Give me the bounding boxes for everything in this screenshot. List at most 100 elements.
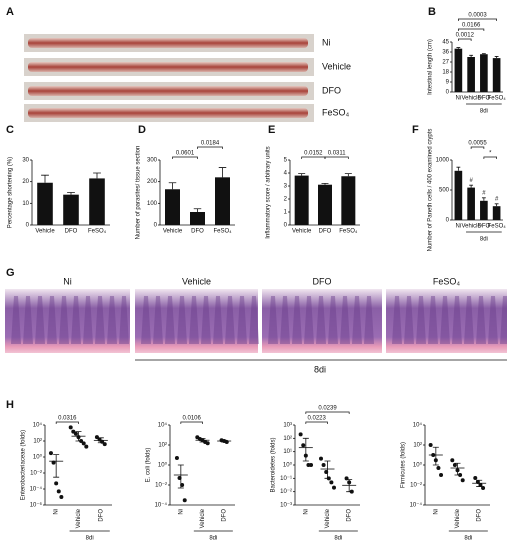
error-bar: [321, 183, 329, 185]
x-tick-label: DFO: [65, 229, 78, 235]
y-axis-label: Inflammatory score / arbitrary units: [266, 146, 272, 238]
significance-bracket: [180, 421, 203, 424]
significance-bracket: [483, 156, 497, 159]
bar: [492, 206, 501, 220]
panel-label: B: [428, 6, 436, 18]
y-tick-label: 1: [284, 210, 288, 216]
intestine: [28, 38, 308, 48]
significance-bracket: [197, 146, 223, 149]
p-value: 0.0601: [176, 151, 195, 157]
villus: [249, 296, 259, 344]
y-tick-label: 2: [284, 197, 288, 203]
photo-label: DFO: [322, 85, 341, 95]
villus: [316, 296, 326, 344]
villus: [328, 296, 338, 344]
error-bar: [481, 53, 486, 55]
error-bar: [344, 173, 352, 177]
error-bar: [302, 437, 309, 462]
panel-label: A: [6, 6, 14, 18]
y-axis-label: E. coli (folds): [146, 448, 152, 483]
photo-label: Vehicle: [182, 276, 211, 286]
y-tick-label: 200: [147, 179, 158, 185]
point: [473, 476, 478, 481]
y-axis-label: Firmicutes (folds): [401, 442, 407, 488]
histology-image: [5, 289, 130, 353]
bar: [89, 178, 105, 225]
photo-label: DFO: [313, 276, 332, 286]
error-bar: [97, 437, 104, 444]
y-tick-label: 10: [22, 201, 29, 207]
y-tick-label: 10⁻³: [280, 503, 292, 509]
y-tick-label: 10⁰: [33, 454, 43, 461]
photo-label: FeSO₄: [322, 107, 350, 117]
villus: [35, 296, 45, 344]
significance-marker: #: [482, 190, 486, 196]
y-tick-label: 100: [147, 201, 158, 207]
group-label: 8di: [480, 237, 488, 243]
panel-label: D: [138, 124, 146, 136]
x-tick-label: Vehicle: [200, 508, 206, 528]
villus: [153, 296, 163, 344]
x-tick-label: Vehicle: [461, 96, 481, 102]
significance-bracket: [458, 38, 472, 41]
villus: [177, 296, 187, 344]
villus: [352, 296, 362, 344]
y-tick-label: 4: [284, 171, 288, 177]
y-tick-label: 0: [446, 90, 450, 96]
y-tick-label: 0: [446, 218, 450, 224]
villus: [292, 296, 302, 344]
villus: [428, 296, 438, 344]
bar: [341, 176, 356, 225]
significance-marker: #: [495, 196, 499, 202]
bar: [63, 194, 79, 225]
y-tick-label: 10⁻²: [280, 489, 292, 495]
y-axis-label: Enterobacteriaceae (folds): [21, 430, 27, 500]
group-label: 8di: [480, 109, 488, 115]
group-label: 8di: [314, 364, 326, 374]
intestine: [28, 108, 308, 118]
x-tick-label: Vehicle: [292, 229, 312, 235]
bar: [37, 182, 53, 225]
point: [301, 443, 306, 448]
y-tick-label: 10⁻²: [410, 483, 422, 489]
point: [48, 451, 53, 456]
villus: [59, 296, 69, 344]
photo-label: Vehicle: [322, 61, 351, 71]
y-tick-label: 9: [446, 80, 450, 86]
p-value: 0.0012: [456, 33, 475, 39]
villus: [304, 296, 314, 344]
villus: [95, 296, 105, 344]
villus: [11, 296, 21, 344]
y-tick-label: 10⁻²: [155, 483, 167, 489]
bar: [190, 212, 205, 225]
x-tick-label: Ni: [433, 509, 439, 515]
villus: [340, 296, 350, 344]
point: [309, 463, 314, 467]
point: [182, 498, 187, 503]
bar: [454, 48, 463, 92]
p-value: *: [489, 151, 492, 157]
villus: [23, 296, 33, 344]
villus: [225, 296, 235, 344]
error-bar: [75, 431, 82, 442]
intestine: [28, 86, 308, 96]
error-bar: [346, 479, 353, 493]
y-tick-label: 10²: [33, 439, 42, 445]
villus: [165, 296, 175, 344]
villus: [404, 296, 414, 344]
p-value: 0.0166: [462, 23, 481, 29]
y-tick-label: 10⁴: [413, 422, 423, 429]
villus: [416, 296, 426, 344]
error-bar: [221, 439, 228, 443]
x-tick-label: Vehicle: [163, 229, 183, 235]
y-tick-label: 10⁻⁴: [30, 486, 43, 493]
point: [174, 456, 179, 461]
x-tick-label: FeSO₄: [213, 229, 232, 235]
point: [332, 485, 336, 490]
error-bar: [476, 479, 483, 487]
photo-label: FeSO₄: [433, 276, 461, 286]
point: [321, 463, 326, 467]
error-bar: [324, 460, 331, 479]
y-tick-label: 27: [442, 60, 449, 66]
